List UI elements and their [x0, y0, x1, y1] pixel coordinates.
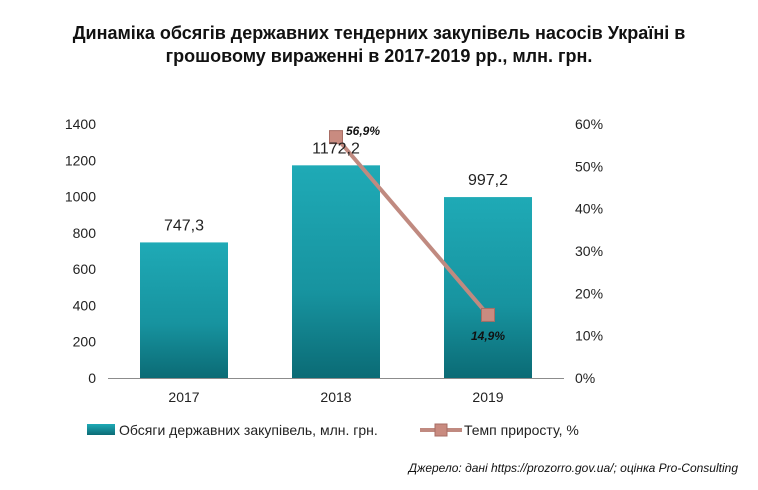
y-left-tick-label: 1200 — [65, 152, 96, 168]
y-left-tick-label: 1000 — [65, 189, 96, 205]
y-right-tick-label: 30% — [575, 243, 603, 259]
chart-title-line-2: грошовому вираженні в 2017-2019 рр., млн… — [165, 46, 593, 66]
growth-rate-label: 14,9% — [471, 329, 505, 343]
bar-value-label: 1172,2 — [312, 140, 360, 157]
x-tick-label: 2019 — [472, 389, 503, 405]
y-right-tick-label: 40% — [575, 201, 603, 217]
y-left-tick-label: 200 — [73, 334, 97, 350]
y-left-tick-label: 400 — [73, 297, 97, 313]
bar — [140, 242, 228, 378]
y-right-tick-label: 50% — [575, 158, 603, 174]
chart-title-line-1: Динаміка обсягів державних тендерних зак… — [72, 23, 686, 43]
y-left-tick-label: 1400 — [65, 116, 96, 132]
bar-value-label: 997,2 — [468, 172, 508, 189]
y-right-tick-label: 10% — [575, 328, 603, 344]
y-left-tick-label: 600 — [73, 261, 97, 277]
legend-label-line: Темп приросту, % — [464, 422, 579, 438]
growth-rate-marker — [481, 307, 495, 322]
legend-label-bars: Обсяги державних закупівель, млн. грн. — [119, 422, 378, 438]
bar-value-label: 747,3 — [164, 217, 204, 234]
bar — [292, 165, 380, 378]
legend-swatch-marker — [434, 423, 448, 437]
growth-rate-marker — [329, 130, 343, 145]
x-tick-label: 2017 — [168, 389, 199, 405]
y-right-tick-label: 0% — [575, 370, 595, 386]
y-right-tick-label: 60% — [575, 116, 603, 132]
source-note: Джерело: дані https://prozorro.gov.ua/; … — [408, 461, 738, 475]
growth-rate-line — [334, 135, 490, 317]
y-right-tick-label: 20% — [575, 285, 603, 301]
legend-swatch-bars — [87, 424, 115, 435]
bar — [444, 197, 532, 378]
x-tick-label: 2018 — [320, 389, 351, 405]
growth-rate-label: 56,9% — [346, 124, 380, 138]
y-left-tick-label: 0 — [88, 370, 96, 386]
y-left-tick-label: 800 — [73, 225, 97, 241]
